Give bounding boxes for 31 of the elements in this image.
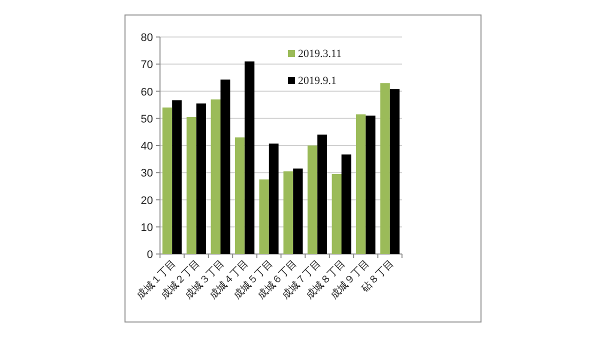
bar xyxy=(162,108,172,254)
y-tick-label: 70 xyxy=(140,59,153,72)
bar xyxy=(196,103,206,254)
bar xyxy=(235,137,245,254)
y-tick-label: 50 xyxy=(140,113,153,126)
bar xyxy=(317,134,327,254)
bar xyxy=(268,144,279,254)
bar xyxy=(210,99,220,254)
y-tick-label: 60 xyxy=(140,86,153,98)
bar xyxy=(220,80,230,254)
bar xyxy=(172,100,182,254)
bar xyxy=(308,146,318,254)
legend-label: 2019.9.1 xyxy=(298,75,336,87)
y-tick-label: 40 xyxy=(140,140,153,152)
bar xyxy=(356,114,366,254)
y-tick-label: 80 xyxy=(140,32,153,44)
bar xyxy=(380,83,390,254)
legend-label: 2019.3.11 xyxy=(298,48,342,60)
bar xyxy=(332,174,342,254)
bar xyxy=(366,116,376,254)
bar xyxy=(283,171,294,254)
bar xyxy=(244,61,254,254)
bar xyxy=(259,179,269,254)
y-tick-label: 10 xyxy=(140,222,153,234)
bar xyxy=(342,154,352,254)
bar xyxy=(390,89,400,254)
y-tick-label: 30 xyxy=(140,168,153,180)
bar xyxy=(293,168,303,254)
y-tick-label: 20 xyxy=(140,194,153,207)
y-tick-label: 0 xyxy=(146,249,153,261)
bar xyxy=(186,117,196,254)
